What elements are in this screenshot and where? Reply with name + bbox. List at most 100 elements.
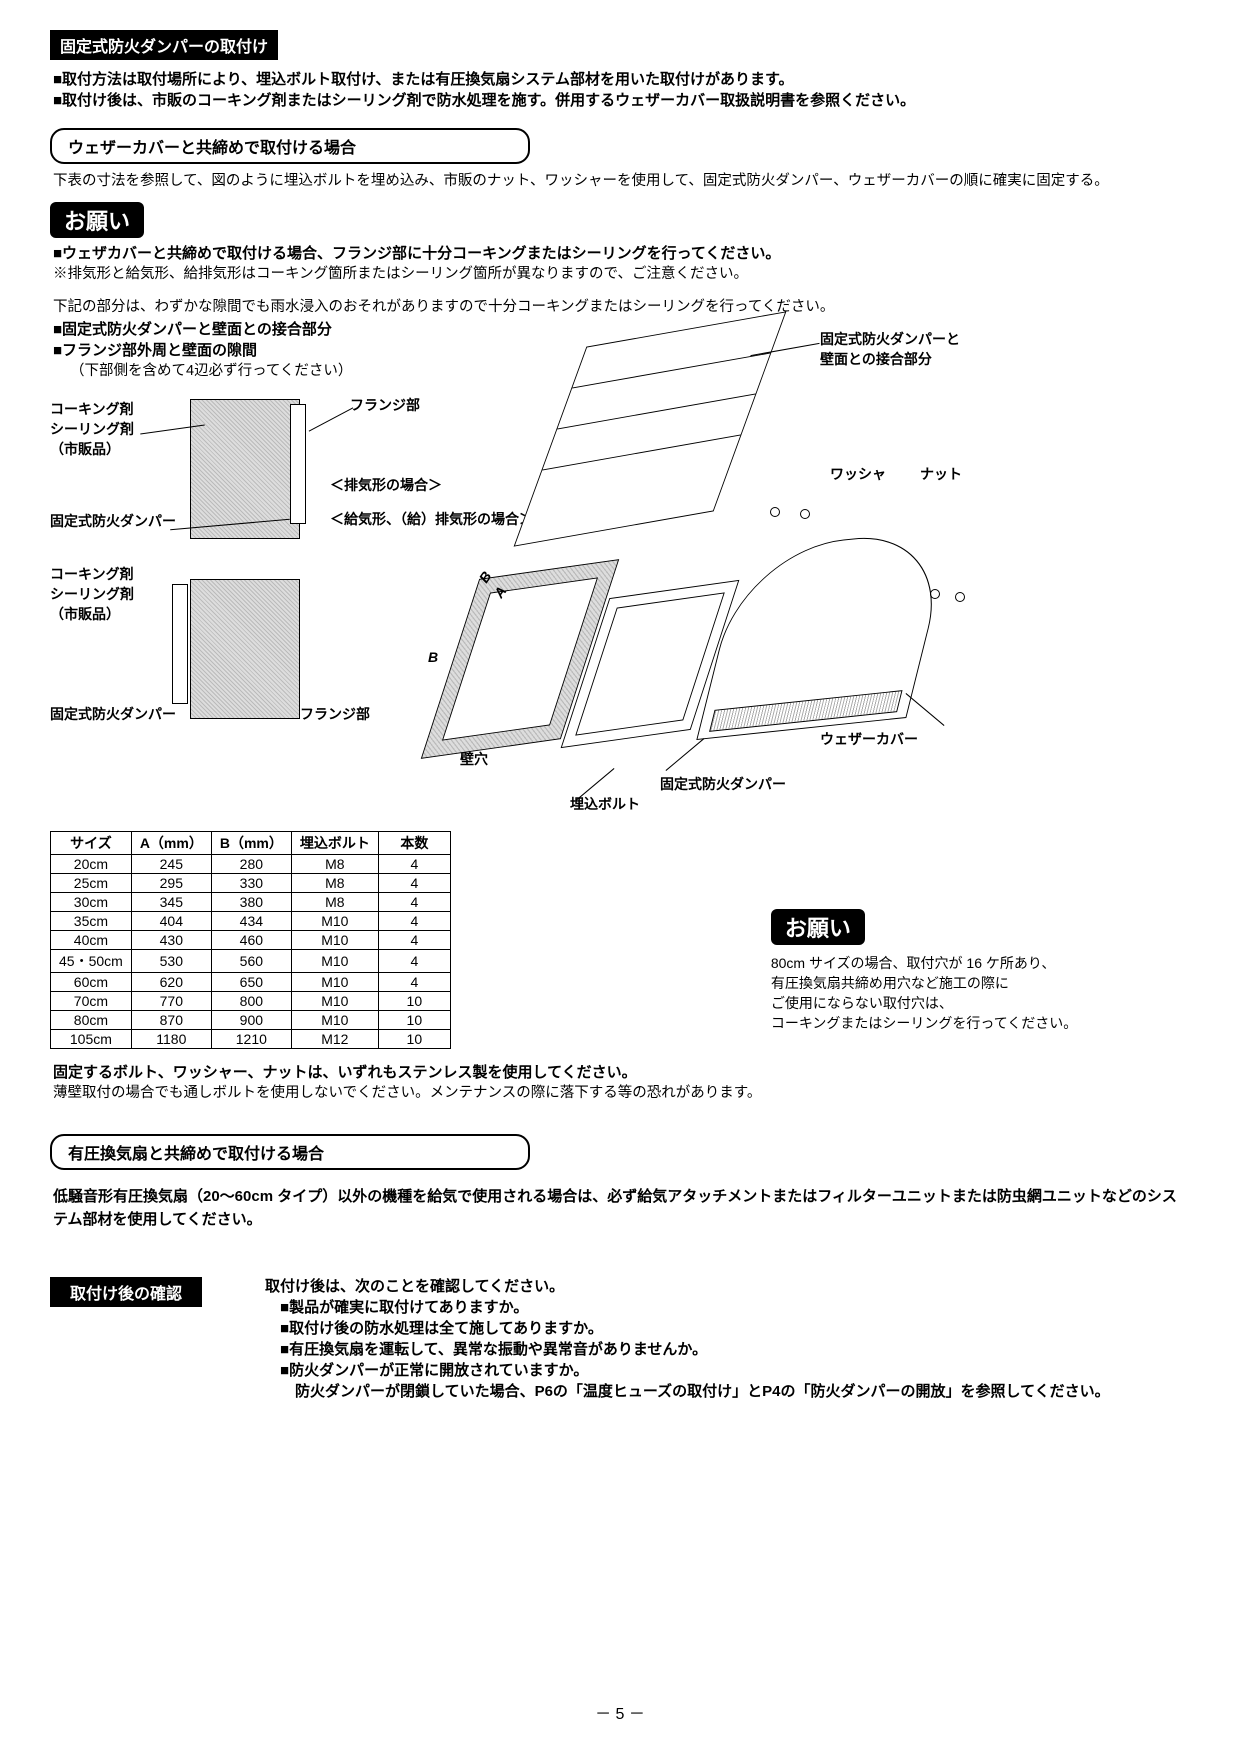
notice-badge: お願い <box>50 202 144 238</box>
table-row: 80cm870900M1010 <box>51 1010 451 1029</box>
label-weather-cover: ウェザーカバー <box>820 729 918 749</box>
notice-badge-2: お願い <box>771 909 865 945</box>
label-damper-3: 固定式防火ダンパー <box>660 774 786 794</box>
installation-diagram: コーキング剤 シーリング剤 （市販品） フランジ部 固定式防火ダンパー ＜排気形… <box>50 389 1190 829</box>
label-flange: フランジ部 <box>350 395 420 415</box>
table-cell: M10 <box>291 911 378 930</box>
table-cell: 430 <box>131 930 211 949</box>
notice-line: ※排気形と給気形、給排気形はコーキング箇所またはシーリング箇所が異なりますので、… <box>53 263 1190 285</box>
table-cell: 345 <box>131 892 211 911</box>
table-cell: 4 <box>378 854 450 873</box>
table-cell: 330 <box>211 873 291 892</box>
table-cell: 70cm <box>51 991 132 1010</box>
table-cell: 870 <box>131 1010 211 1029</box>
table-cell: 105cm <box>51 1029 132 1048</box>
caulk-detail-lower <box>190 579 300 719</box>
table-row: 70cm770800M1010 <box>51 991 451 1010</box>
table-cell: 530 <box>131 949 211 972</box>
table-cell: M10 <box>291 949 378 972</box>
table-cell: 800 <box>211 991 291 1010</box>
washer-icon <box>930 589 940 599</box>
check-intro: 取付け後は、次のことを確認してください。 <box>265 1275 1110 1296</box>
table-cell: 10 <box>378 1010 450 1029</box>
table-cell: 380 <box>211 892 291 911</box>
table-cell: M10 <box>291 991 378 1010</box>
label-damper: 固定式防火ダンパー <box>50 511 176 531</box>
table-header: サイズ <box>51 831 132 854</box>
table-row: 20cm245280M84 <box>51 854 451 873</box>
table-row: 40cm430460M104 <box>51 930 451 949</box>
table-cell: 1180 <box>131 1029 211 1048</box>
table-cell: 900 <box>211 1010 291 1029</box>
check-item: ■製品が確実に取付けてありますか。 <box>280 1296 1110 1317</box>
notice-line: 下記の部分は、わずかな隙間でも雨水浸入のおそれがありますので十分コーキングまたは… <box>53 296 1190 318</box>
table-cell: M12 <box>291 1029 378 1048</box>
check-item: ■防火ダンパーが正常に開放されていますか。 <box>280 1359 1110 1380</box>
label-caulk-2: コーキング剤 シーリング剤 （市販品） <box>50 564 134 624</box>
spec-table: サイズA（mm）B（mm）埋込ボルト本数 20cm245280M8425cm29… <box>50 831 451 1049</box>
table-row: 30cm345380M84 <box>51 892 451 911</box>
notice-line: ■ウェザカバーと共締めで取付ける場合、フランジ部に十分コーキングまたはシーリング… <box>53 242 1190 263</box>
table-cell: 35cm <box>51 911 132 930</box>
table-cell: M8 <box>291 854 378 873</box>
table-cell: 30cm <box>51 892 132 911</box>
label-damper-2: 固定式防火ダンパー <box>50 704 176 724</box>
table-cell: 620 <box>131 972 211 991</box>
flange-detail-upper <box>290 404 306 524</box>
label-supply-type: ＜給気形、（給）排気形の場合＞ <box>330 509 533 529</box>
caulk-detail-upper <box>190 399 300 539</box>
label-caulk: コーキング剤 シーリング剤 （市販品） <box>50 399 134 459</box>
table-cell: M10 <box>291 1010 378 1029</box>
table-cell: 20cm <box>51 854 132 873</box>
table-cell: 280 <box>211 854 291 873</box>
weather-cover <box>696 528 953 740</box>
table-header: B（mm） <box>211 831 291 854</box>
label-damper-wall: 固定式防火ダンパーと 壁面との接合部分 <box>820 329 960 369</box>
bolt-note-2: 薄壁取付の場合でも通しボルトを使用しないでください。メンテナンスの際に落下する等… <box>53 1082 1190 1104</box>
table-row: 35cm404434M104 <box>51 911 451 930</box>
nut-icon <box>800 509 810 519</box>
label-exhaust-type: ＜排気形の場合＞ <box>330 475 442 495</box>
nut-icon <box>955 592 965 602</box>
table-cell: 4 <box>378 892 450 911</box>
subsection-header-2: 有圧換気扇と共締めで取付ける場合 <box>50 1134 530 1170</box>
section-header: 固定式防火ダンパーの取付け <box>50 30 278 60</box>
section-header-2: 取付け後の確認 <box>50 1277 202 1307</box>
table-cell: M8 <box>291 873 378 892</box>
table-cell: 245 <box>131 854 211 873</box>
table-cell: 460 <box>211 930 291 949</box>
check-item: 防火ダンパーが閉鎖していた場合、P6の「温度ヒューズの取付け」とP4の「防火ダン… <box>280 1380 1110 1401</box>
table-cell: 25cm <box>51 873 132 892</box>
label-nut: ナット <box>920 464 962 484</box>
table-row: 45・50cm530560M104 <box>51 949 451 972</box>
dim-b-side: B <box>428 649 438 665</box>
table-cell: 434 <box>211 911 291 930</box>
table-cell: 1210 <box>211 1029 291 1048</box>
subsection-header: ウェザーカバーと共締めで取付ける場合 <box>50 128 530 164</box>
table-cell: 4 <box>378 949 450 972</box>
table-cell: 80cm <box>51 1010 132 1029</box>
check-item: ■有圧換気扇を運転して、異常な振動や異常音がありませんか。 <box>280 1338 1110 1359</box>
table-cell: 45・50cm <box>51 949 132 972</box>
table-cell: 4 <box>378 873 450 892</box>
table-header: 本数 <box>378 831 450 854</box>
table-cell: M10 <box>291 930 378 949</box>
flange-detail-lower <box>172 584 188 704</box>
table-cell: 4 <box>378 911 450 930</box>
notice-text-2: 80cm サイズの場合、取付穴が 16 ケ所あり、 有圧換気扇共締め用穴など施工… <box>771 953 1077 1033</box>
table-cell: 560 <box>211 949 291 972</box>
washer-icon <box>770 507 780 517</box>
spec-table-container: サイズA（mm）B（mm）埋込ボルト本数 20cm245280M8425cm29… <box>50 831 451 1049</box>
subsection-text: 下表の寸法を参照して、図のように埋込ボルトを埋め込み、市販のナット、ワッシャーを… <box>53 170 1190 192</box>
notice-line: ■固定式防火ダンパーと壁面との接合部分 <box>53 318 1190 339</box>
check-item: ■取付け後の防水処理は全て施してありますか。 <box>280 1317 1110 1338</box>
intro-text-2: ■取付け後は、市販のコーキング剤またはシーリング剤で防水処理を施す。併用するウェ… <box>53 89 1190 110</box>
label-flange-2: フランジ部 <box>300 704 370 724</box>
table-cell: M8 <box>291 892 378 911</box>
table-cell: 4 <box>378 930 450 949</box>
label-wall-hole: 壁穴 <box>460 749 488 769</box>
table-cell: 650 <box>211 972 291 991</box>
label-washer: ワッシャ <box>830 464 886 484</box>
table-cell: M10 <box>291 972 378 991</box>
table-cell: 40cm <box>51 930 132 949</box>
